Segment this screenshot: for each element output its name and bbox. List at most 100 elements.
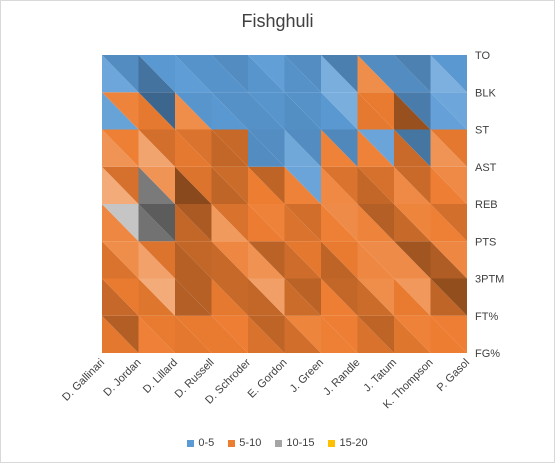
surface-facet-125 <box>175 92 212 130</box>
surface-facet-43 <box>138 241 175 279</box>
surface-facet-25 <box>175 278 212 316</box>
surface-facet-79 <box>430 204 467 242</box>
surface-facet-141 <box>102 55 139 93</box>
x-tick-label: E. Gordon <box>246 357 290 401</box>
surface-facet-31 <box>284 278 321 316</box>
surface-facet-83 <box>138 166 175 204</box>
surface-facet-77 <box>394 204 431 242</box>
legend: 0-5 5-10 10-15 15-20 <box>1 437 554 449</box>
legend-swatch <box>187 439 195 447</box>
legend-item: 15-20 <box>328 437 368 449</box>
surface-facet-1 <box>102 315 139 353</box>
surface-facet-37 <box>394 278 431 316</box>
y-tick-label: FT% <box>475 311 498 323</box>
surface-facet-153 <box>321 55 358 93</box>
y-tick-label: BLK <box>475 87 496 99</box>
y-tick-label: PTS <box>475 236 496 248</box>
surface-facet-29 <box>248 278 285 316</box>
surface-facet-149 <box>248 55 285 93</box>
surface-facet-41 <box>102 241 139 279</box>
surface-facet-27 <box>211 278 248 316</box>
surface-facet-49 <box>248 241 285 279</box>
surface-facet-47 <box>211 241 248 279</box>
legend-item: 10-15 <box>275 437 314 449</box>
surface-facet-7 <box>211 315 248 353</box>
surface-facet-33 <box>321 278 358 316</box>
surface-facet-113 <box>321 129 358 167</box>
surface-facet-73 <box>321 204 358 242</box>
legend-swatch <box>275 439 283 447</box>
surface-facet-53 <box>321 241 358 279</box>
surface-facet-69 <box>248 204 285 242</box>
surface-facet-159 <box>430 55 467 93</box>
x-tick-label: J. Randle <box>321 357 362 398</box>
legend-label: 15-20 <box>339 437 368 449</box>
legend-label: 10-15 <box>286 437 315 449</box>
surface-facet-91 <box>284 166 321 204</box>
legend-item: 0-5 <box>187 437 214 449</box>
y-tick-label: FG% <box>475 348 500 360</box>
surface-facet-127 <box>211 92 248 130</box>
surface-facet-89 <box>248 166 285 204</box>
x-tick-label: J. Tatum <box>361 357 399 395</box>
x-tick-label: P. Gasol <box>435 357 472 394</box>
surface-facet-51 <box>284 241 321 279</box>
surface-facet-81 <box>102 166 139 204</box>
surface-facet-119 <box>430 129 467 167</box>
y-tick-label: AST <box>475 162 497 174</box>
surface-facet-55 <box>357 241 394 279</box>
surface-facet-109 <box>248 129 285 167</box>
surface-facet-75 <box>357 204 394 242</box>
surface-facet-93 <box>321 166 358 204</box>
surface-facet-147 <box>211 55 248 93</box>
x-tick-label: D. Jordan <box>101 357 143 399</box>
y-tick-label: 3PTM <box>475 274 504 286</box>
surface-facet-65 <box>175 204 212 242</box>
surface-facet-59 <box>430 241 467 279</box>
legend-swatch <box>328 439 336 447</box>
surface-facet-67 <box>211 204 248 242</box>
surface-facet-35 <box>357 278 394 316</box>
chart-title: Fishghuli <box>241 11 314 31</box>
surface-facet-155 <box>357 55 394 93</box>
legend-swatch <box>228 439 236 447</box>
surface-facet-3 <box>138 315 175 353</box>
surface-facet-139 <box>430 92 467 130</box>
surface-facet-133 <box>321 92 358 130</box>
surface-facet-13 <box>321 315 358 353</box>
surface-facet-107 <box>211 129 248 167</box>
surface-facet-5 <box>175 315 212 353</box>
y-tick-label: REB <box>475 199 498 211</box>
surface-facet-19 <box>430 315 467 353</box>
surface-facet-129 <box>248 92 285 130</box>
legend-item: 5-10 <box>228 437 261 449</box>
surface-facet-137 <box>394 92 431 130</box>
surface-facet-105 <box>175 129 212 167</box>
surface-facet-99 <box>430 166 467 204</box>
surface-facet-95 <box>357 166 394 204</box>
surface-facet-61 <box>102 204 139 242</box>
surface-facet-23 <box>138 278 175 316</box>
surface-facet-115 <box>357 129 394 167</box>
surface-facet-97 <box>394 166 431 204</box>
surface-facet-21 <box>102 278 139 316</box>
x-tick-label: D. Gallinari <box>60 357 107 404</box>
surface-facet-143 <box>138 55 175 93</box>
surface-facet-103 <box>138 129 175 167</box>
surface-facet-151 <box>284 55 321 93</box>
surface-plot: FG% FT% 3PTM PTS REB AST ST BLK TO D. GallinariD.… <box>60 50 504 411</box>
legend-label: 0-5 <box>198 437 215 449</box>
surface-facet-11 <box>284 315 321 353</box>
surface-facet-63 <box>138 204 175 242</box>
surface-facet-145 <box>175 55 212 93</box>
surface-facet-111 <box>284 129 321 167</box>
surface-facet-123 <box>138 92 175 130</box>
surface-facet-131 <box>284 92 321 130</box>
surface-facet-57 <box>394 241 431 279</box>
surface-facet-45 <box>175 241 212 279</box>
surface-facet-71 <box>284 204 321 242</box>
surface-facet-135 <box>357 92 394 130</box>
surface-facet-117 <box>394 129 431 167</box>
surface-facet-39 <box>430 278 467 316</box>
